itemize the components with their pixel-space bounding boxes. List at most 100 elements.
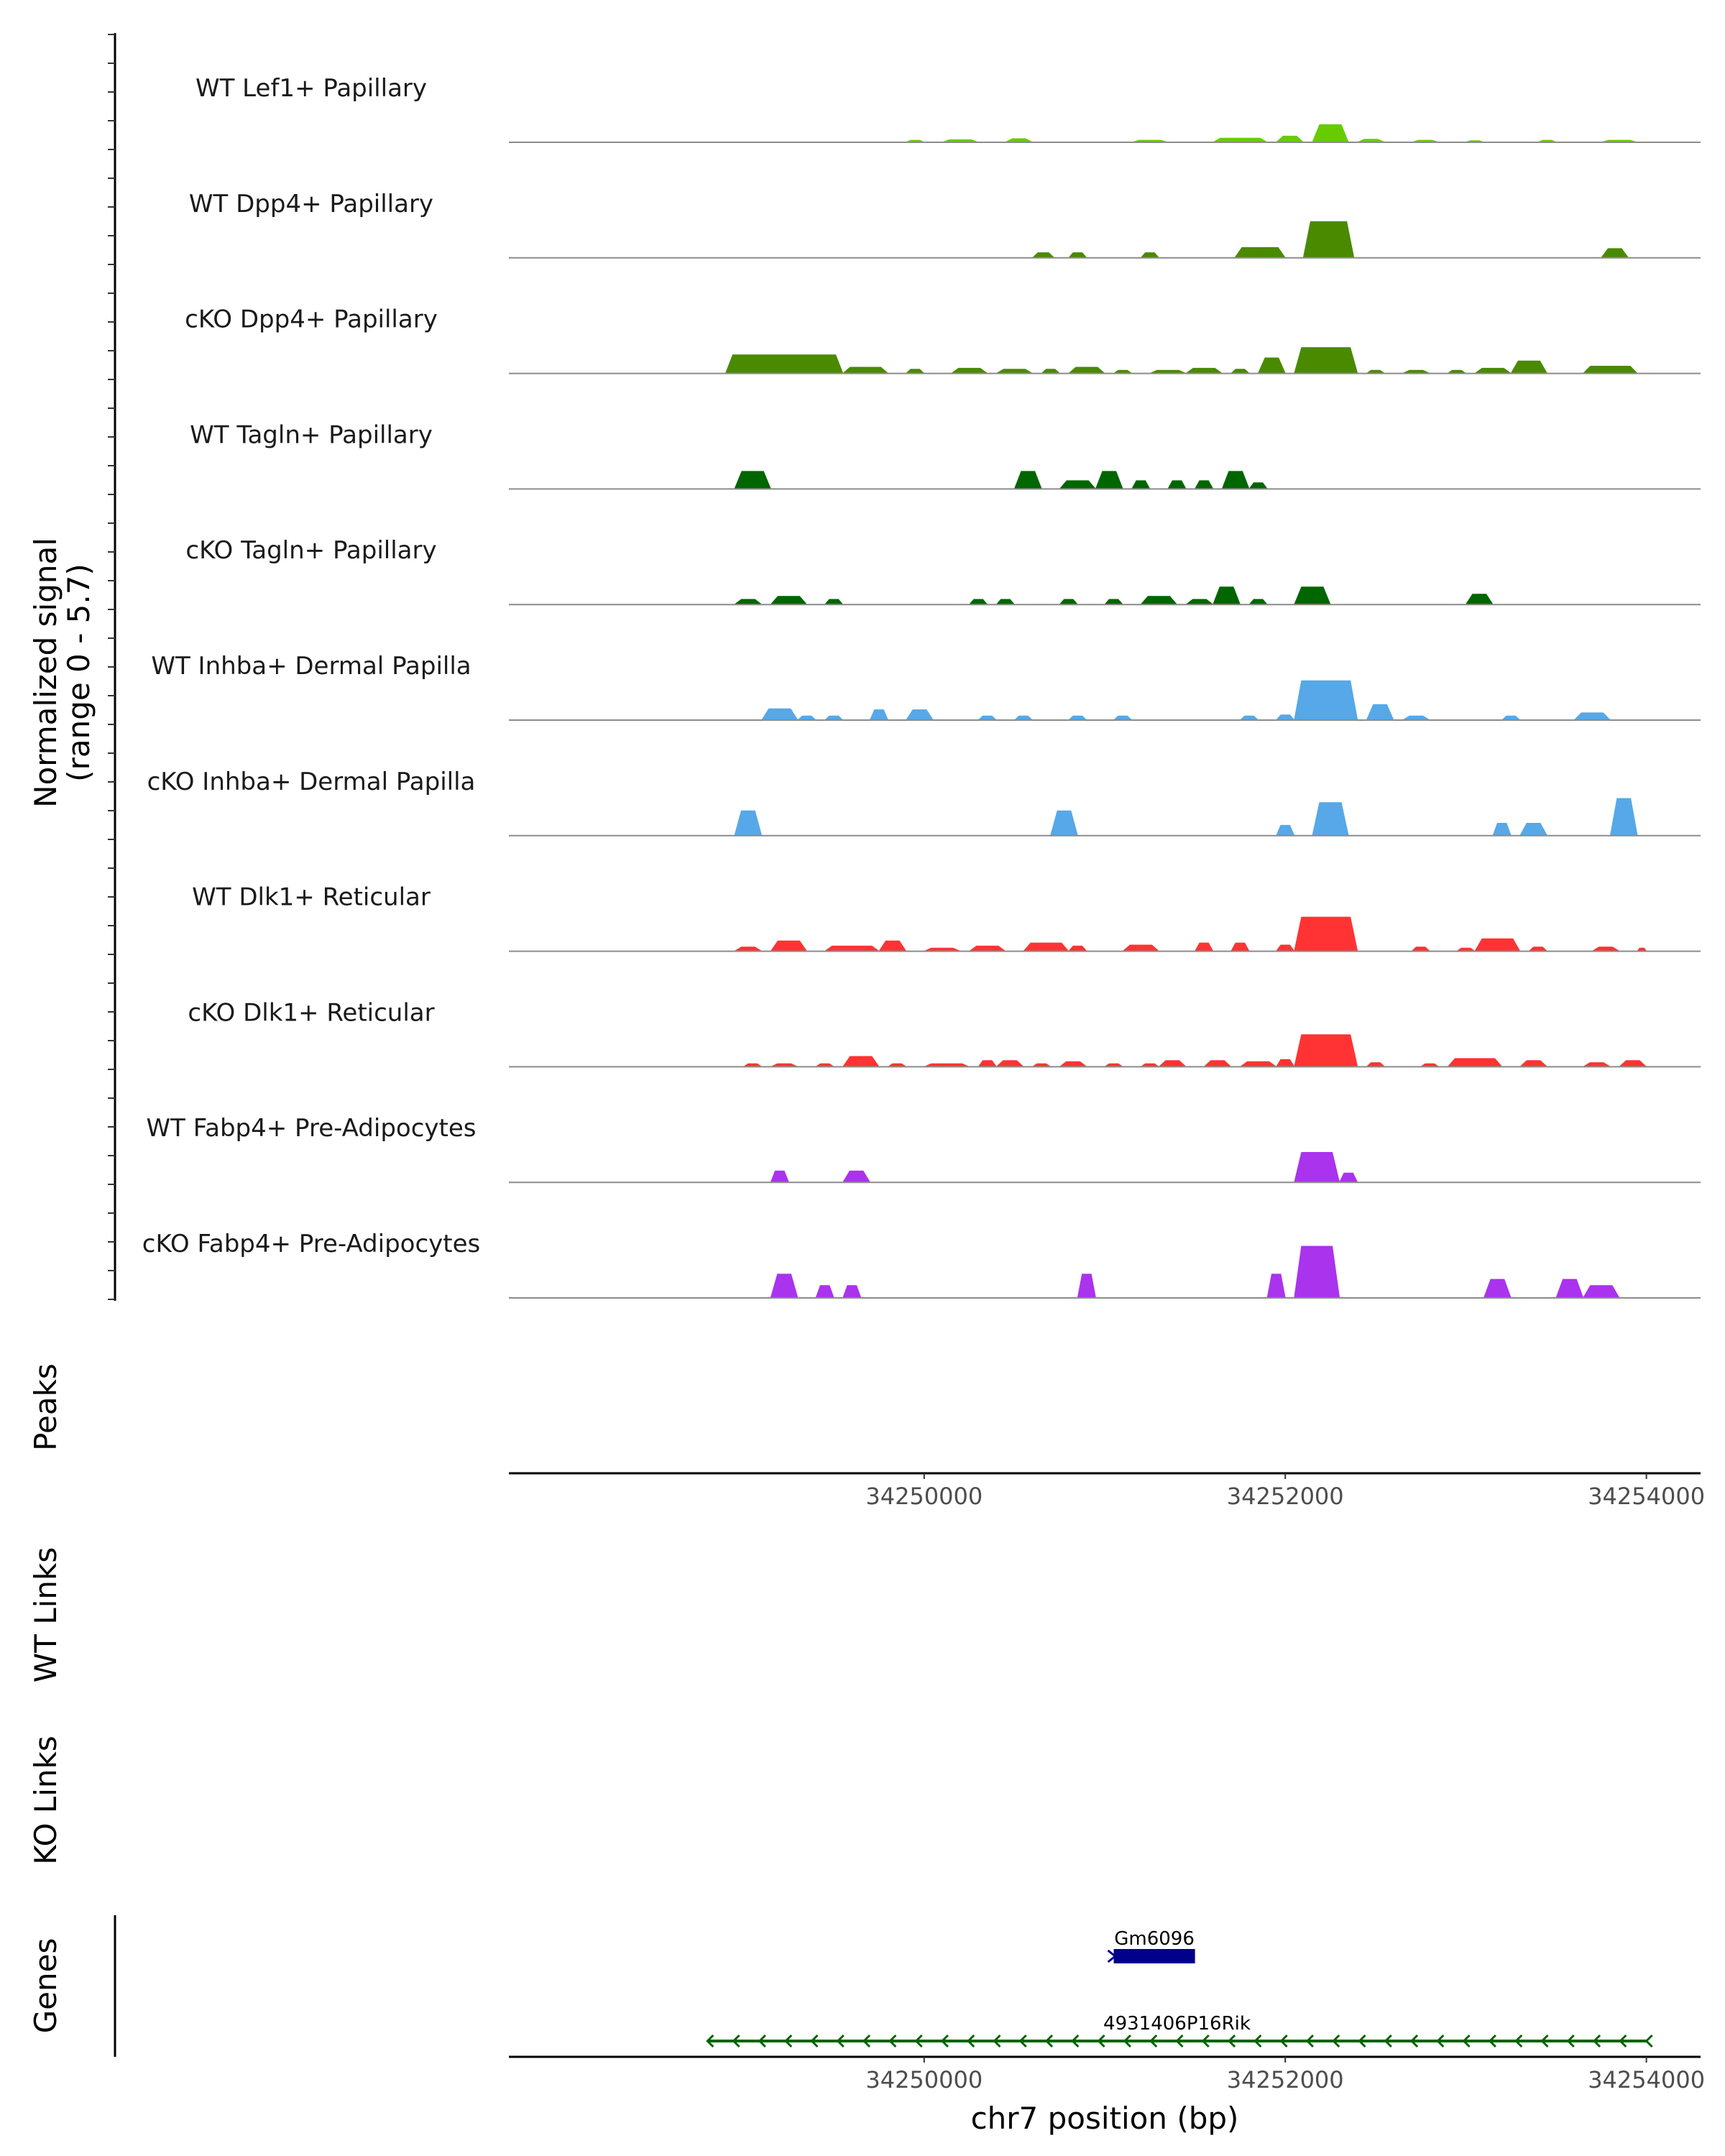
strand-arrow <box>1201 2034 1210 2048</box>
strand-arrow <box>967 2034 975 2048</box>
coverage-peak <box>1049 810 1078 837</box>
genes-panel-title: Genes <box>28 1938 63 2034</box>
coverage-peak <box>760 708 799 721</box>
strand-arrow <box>1175 2034 1184 2048</box>
strand-arrow <box>1619 2034 1627 2048</box>
gene-2: 4931406P16Rik <box>706 2013 1653 2048</box>
coverage-peak <box>1212 586 1241 605</box>
gene-annotations: Gm6096 4931406P16Rik <box>706 1928 1653 2048</box>
coverage-peak <box>1609 798 1638 837</box>
coverage-peak <box>1510 360 1548 374</box>
track-label: cKO Dpp4+ Papillary <box>185 305 438 334</box>
strand-arrow <box>1254 2034 1262 2048</box>
coverage-peak <box>770 1170 790 1183</box>
coverage-peak <box>1465 594 1494 605</box>
coverage-peak <box>724 354 844 374</box>
coverage-peak <box>1058 1061 1088 1067</box>
coverage-peak <box>1013 471 1042 489</box>
coverage-peak <box>1067 367 1106 374</box>
coverage-peak <box>968 599 988 605</box>
strand-arrow <box>1436 2034 1445 2048</box>
gene-label: Gm6096 <box>1114 1928 1195 1950</box>
gene-1: Gm6096 <box>1107 1928 1195 1963</box>
x-tick-label: 34252000 <box>1227 2066 1344 2093</box>
strand-arrow <box>1488 2034 1496 2048</box>
strand-arrow <box>1279 2034 1288 2048</box>
coverage-peak <box>995 599 1016 605</box>
strand-arrow <box>1332 2034 1340 2048</box>
coverage-peak <box>1483 1279 1512 1299</box>
coverage-peak <box>1067 945 1088 952</box>
coverage-peak <box>1275 944 1295 952</box>
coverage-peak <box>734 471 772 489</box>
strand-arrow <box>1305 2034 1314 2048</box>
coverage-peak <box>1158 1060 1187 1067</box>
coverage-peak <box>1248 482 1269 489</box>
coverage-peak <box>1600 248 1629 259</box>
coverage-y-ticks <box>108 34 115 1300</box>
track-label: WT Tagln+ Papillary <box>190 420 433 449</box>
track-label: WT Dpp4+ Papillary <box>189 190 433 218</box>
track-label: WT Inhba+ Dermal Papilla <box>151 652 471 681</box>
strand-arrow <box>1644 2034 1653 2048</box>
coverage-peak <box>1131 480 1151 489</box>
coverage-peak <box>733 599 763 605</box>
coverage-peak <box>1492 823 1512 837</box>
coverage-peak <box>869 709 889 721</box>
coverage-peak <box>1202 1060 1233 1067</box>
track-10: WT Fabp4+ Pre-Adipocytes <box>147 1114 1701 1184</box>
x-axis-title: chr7 position (bp) <box>971 2101 1239 2136</box>
coverage-peak <box>1140 252 1160 259</box>
strand-arrow <box>784 2034 793 2048</box>
coverage-peak <box>770 1273 799 1299</box>
strand-arrow <box>914 2034 923 2048</box>
coverage-peak <box>842 1056 880 1067</box>
coverage-peak <box>1194 942 1214 952</box>
coverage-peak <box>1302 221 1355 259</box>
coverage-peak <box>995 1060 1025 1067</box>
coverage-peak <box>1519 823 1548 837</box>
track-label: cKO Dlk1+ Reticular <box>188 998 434 1027</box>
coverage-peak <box>1238 1061 1278 1067</box>
track-label: WT Dlk1+ Reticular <box>192 883 431 912</box>
strand-arrow <box>1462 2034 1471 2048</box>
coverage-peak <box>842 367 889 374</box>
track-label: cKO Fabp4+ Pre-Adipocytes <box>142 1230 481 1258</box>
strand-arrow <box>1107 1949 1117 1963</box>
strand-arrow <box>1592 2034 1601 2048</box>
strand-arrow <box>1097 2034 1105 2048</box>
track-label: WT Fabp4+ Pre-Adipocytes <box>147 1114 477 1143</box>
coverage-peak <box>1555 1279 1584 1299</box>
coverage-peak <box>842 1170 871 1183</box>
strand-arrow <box>1514 2034 1523 2048</box>
coverage-peak <box>1059 480 1097 489</box>
coverage-peak <box>1294 1034 1358 1067</box>
track-3: cKO Dpp4+ Papillary <box>185 305 1701 374</box>
coverage-peak <box>1103 599 1124 605</box>
coverage-peak <box>968 945 1007 952</box>
coverage-peak <box>815 1285 834 1299</box>
coverage-peak <box>1447 1058 1503 1067</box>
coverage-peak <box>1031 252 1055 259</box>
strand-arrow <box>1018 2034 1027 2048</box>
coverage-peak <box>1294 586 1331 605</box>
coverage-peak <box>1233 247 1287 259</box>
coverage-peak <box>1140 596 1178 605</box>
coverage-peak <box>1312 802 1349 837</box>
coverage-peak <box>734 810 763 837</box>
coverage-peak <box>1184 367 1223 374</box>
strand-arrow <box>1149 2034 1158 2048</box>
coverage-peak <box>1257 357 1286 374</box>
coverage-peak <box>1221 471 1250 489</box>
coverage-peak <box>905 709 934 721</box>
x-tick-label: 34254000 <box>1588 2066 1705 2093</box>
genes-x-ticks: 34250000 34252000 34254000 <box>865 2057 1705 2093</box>
coverage-peak <box>1275 824 1295 837</box>
coverage-peak <box>1519 1060 1548 1067</box>
coverage-peak <box>824 945 880 952</box>
coverage-peak <box>1184 599 1215 605</box>
track-9: cKO Dlk1+ Reticular <box>188 998 1701 1068</box>
coverage-peak <box>978 1060 998 1067</box>
track-2: WT Dpp4+ Papillary <box>189 190 1701 259</box>
